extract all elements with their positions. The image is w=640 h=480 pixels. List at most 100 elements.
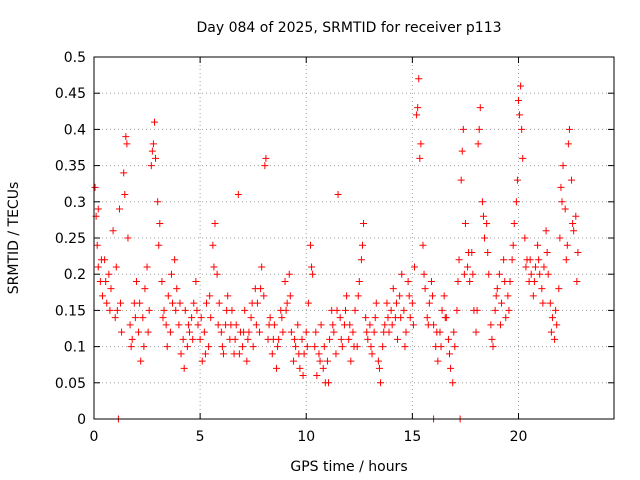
data-point xyxy=(217,328,225,336)
data-point xyxy=(109,227,117,235)
y-tick-label: 0.25 xyxy=(55,231,86,247)
data-point xyxy=(536,270,544,278)
data-point xyxy=(487,321,495,329)
data-point xyxy=(408,299,416,307)
data-point xyxy=(121,191,129,199)
data-point xyxy=(158,277,166,285)
data-point xyxy=(123,140,131,148)
data-point xyxy=(441,314,449,322)
data-point xyxy=(194,321,202,329)
data-point xyxy=(398,270,406,278)
data-point xyxy=(326,335,334,343)
x-tick-labels: 0 5 10 15 20 xyxy=(90,429,528,445)
data-point xyxy=(519,154,527,162)
data-point xyxy=(98,292,106,300)
x-tick-label: 10 xyxy=(297,429,315,445)
data-point xyxy=(122,133,130,141)
y-axis-label: SRMTID / TECUs xyxy=(6,182,22,295)
data-point xyxy=(211,220,219,228)
data-point xyxy=(558,198,566,206)
data-point xyxy=(358,241,366,249)
data-point xyxy=(495,270,503,278)
data-point xyxy=(555,285,563,293)
data-point xyxy=(460,270,468,278)
data-point xyxy=(502,314,510,322)
data-point xyxy=(493,285,501,293)
data-point xyxy=(362,314,370,322)
data-point xyxy=(355,277,363,285)
chart-title: Day 084 of 2025, SRMTID for receiver p11… xyxy=(196,20,501,36)
data-point xyxy=(131,314,139,322)
data-point xyxy=(306,241,314,249)
data-point xyxy=(529,292,537,300)
data-point xyxy=(483,220,491,228)
data-point xyxy=(508,256,516,264)
data-point xyxy=(565,125,573,133)
data-point xyxy=(419,241,427,249)
data-point xyxy=(405,292,413,300)
data-point xyxy=(166,328,174,336)
data-point xyxy=(231,335,239,343)
data-point xyxy=(124,234,132,242)
data-point xyxy=(252,321,260,329)
data-point xyxy=(332,350,340,358)
data-point xyxy=(574,248,582,256)
data-point xyxy=(295,350,303,358)
data-point xyxy=(118,328,126,336)
data-point xyxy=(167,270,175,278)
data-point xyxy=(274,343,282,351)
data-point xyxy=(374,357,382,365)
data-point xyxy=(266,314,274,322)
data-point xyxy=(319,364,327,372)
data-point xyxy=(285,270,293,278)
data-point xyxy=(243,357,251,365)
x-axis-label: GPS time / hours xyxy=(290,459,407,475)
data-point xyxy=(262,154,270,162)
data-point xyxy=(424,321,432,329)
data-point xyxy=(458,147,466,155)
data-point xyxy=(106,306,114,314)
data-point xyxy=(379,343,387,351)
data-point xyxy=(155,241,163,249)
data-point xyxy=(548,314,556,322)
data-point xyxy=(501,277,509,285)
data-point xyxy=(120,169,128,177)
data-point xyxy=(394,335,402,343)
data-point xyxy=(491,306,499,314)
data-point xyxy=(150,118,158,126)
data-point xyxy=(315,350,323,358)
data-point xyxy=(349,328,357,336)
data-point xyxy=(207,314,215,322)
data-point xyxy=(113,306,121,314)
data-point xyxy=(381,321,389,329)
data-point xyxy=(392,299,400,307)
data-point xyxy=(363,328,371,336)
data-point xyxy=(334,191,342,199)
data-point xyxy=(475,125,483,133)
data-point xyxy=(325,379,333,387)
data-point xyxy=(427,277,435,285)
data-point xyxy=(455,256,463,264)
data-point xyxy=(257,285,265,293)
data-point xyxy=(547,328,555,336)
data-point xyxy=(145,306,153,314)
data-point xyxy=(564,140,572,148)
data-point xyxy=(249,343,257,351)
data-point xyxy=(492,292,500,300)
data-point xyxy=(434,357,442,365)
data-point xyxy=(561,205,569,213)
x-tick-label: 20 xyxy=(510,429,528,445)
data-point xyxy=(496,321,504,329)
data-point xyxy=(510,220,518,228)
data-point xyxy=(383,299,391,307)
data-point xyxy=(227,321,235,329)
data-point xyxy=(461,220,469,228)
data-point xyxy=(91,183,99,191)
data-point xyxy=(485,270,493,278)
data-point xyxy=(176,299,184,307)
data-point xyxy=(364,335,372,343)
data-point xyxy=(404,277,412,285)
data-point xyxy=(543,248,551,256)
data-point xyxy=(136,299,144,307)
